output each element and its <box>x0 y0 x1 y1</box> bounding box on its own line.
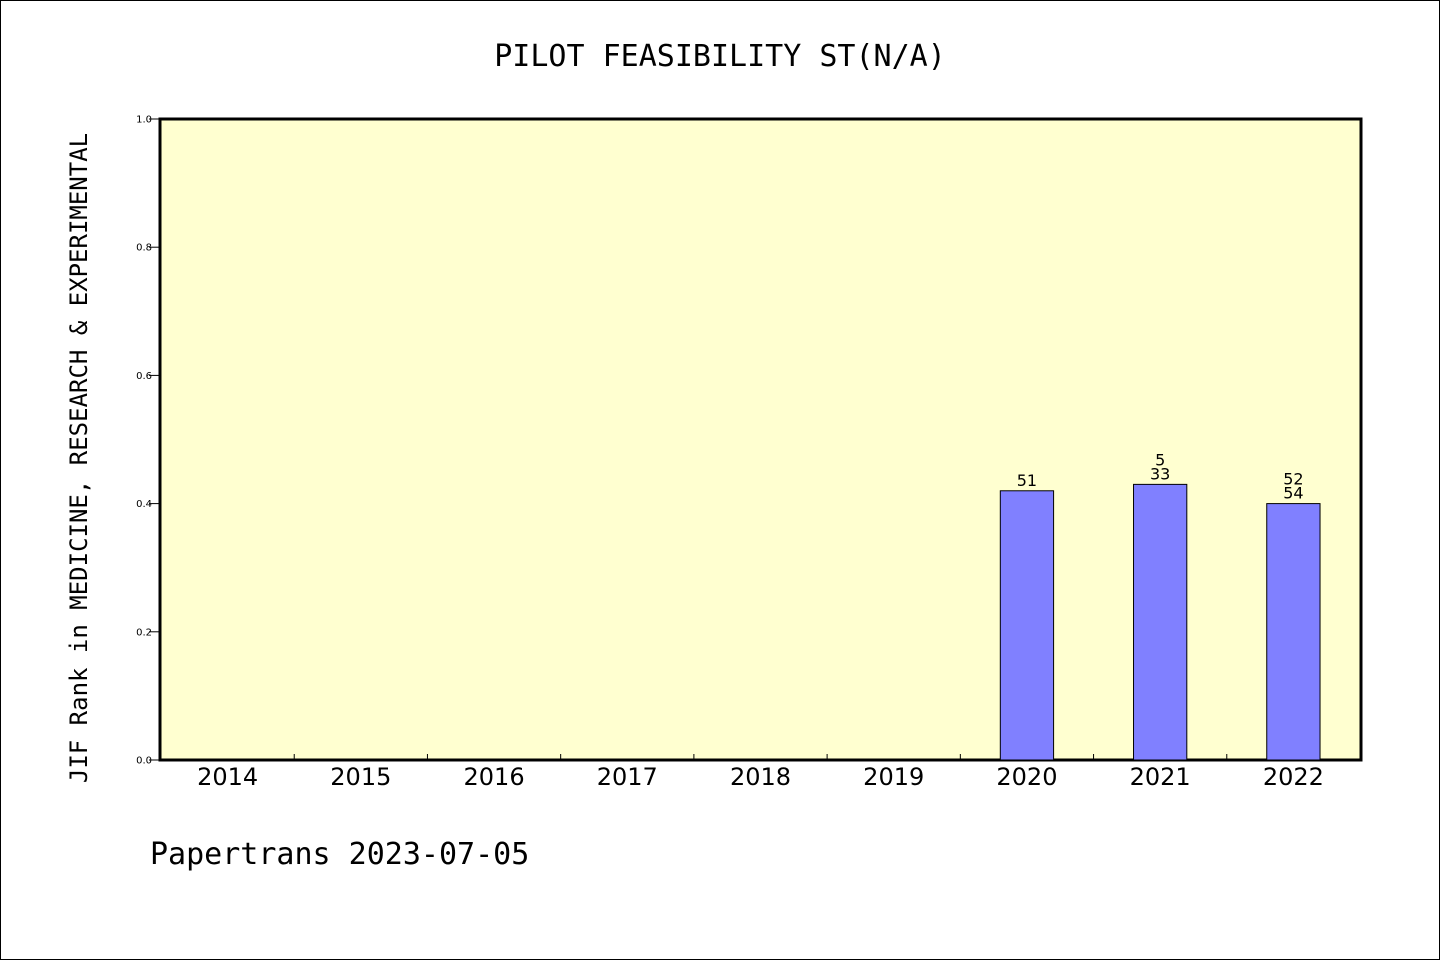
x-tick-label: 2017 <box>597 763 658 791</box>
x-tick-label: 2016 <box>464 763 525 791</box>
x-tick-label: 2021 <box>1130 763 1191 791</box>
y-tick-label: 0.6 <box>136 371 152 382</box>
chart-title: PILOT FEASIBILITY ST(N/A) <box>494 39 946 74</box>
bar-data-label: 54 <box>1283 484 1303 503</box>
y-tick-label: 0.2 <box>136 627 152 638</box>
bar <box>1133 483 1188 761</box>
x-axis-ticks: 2014 2015 2016 2017 2018 2019 2020 2021 2022 <box>197 754 1324 791</box>
bar <box>999 490 1055 761</box>
x-tick-label: 2020 <box>996 763 1057 791</box>
y-tick-label: 0.8 <box>136 243 152 254</box>
footer-credit: Papertrans 2023-07-05 <box>150 837 529 872</box>
y-axis-label: JIF Rank in MEDICINE, RESEARCH & EXPERIM… <box>65 133 93 783</box>
x-tick-label: 2019 <box>863 763 924 791</box>
x-tick-label: 2022 <box>1263 763 1324 791</box>
bar <box>1266 503 1321 761</box>
y-tick-label: 0.0 <box>136 756 152 767</box>
y-tick-label: 1.0 <box>136 115 152 126</box>
bar-data-label: 33 <box>1150 464 1170 483</box>
bar-data-label: 51 <box>1017 471 1037 490</box>
x-tick-label: 2015 <box>330 763 391 791</box>
x-tick-label: 2014 <box>197 763 258 791</box>
x-tick-label: 2018 <box>730 763 791 791</box>
bar-data-label: 52 <box>1283 470 1303 489</box>
y-axis-ticks: 0.0 0.2 0.4 0.6 0.8 1.0 <box>136 115 160 767</box>
y-tick-label: 0.4 <box>136 499 152 510</box>
bar-data-label: 5 <box>1155 450 1165 469</box>
bar-series <box>999 483 1321 761</box>
